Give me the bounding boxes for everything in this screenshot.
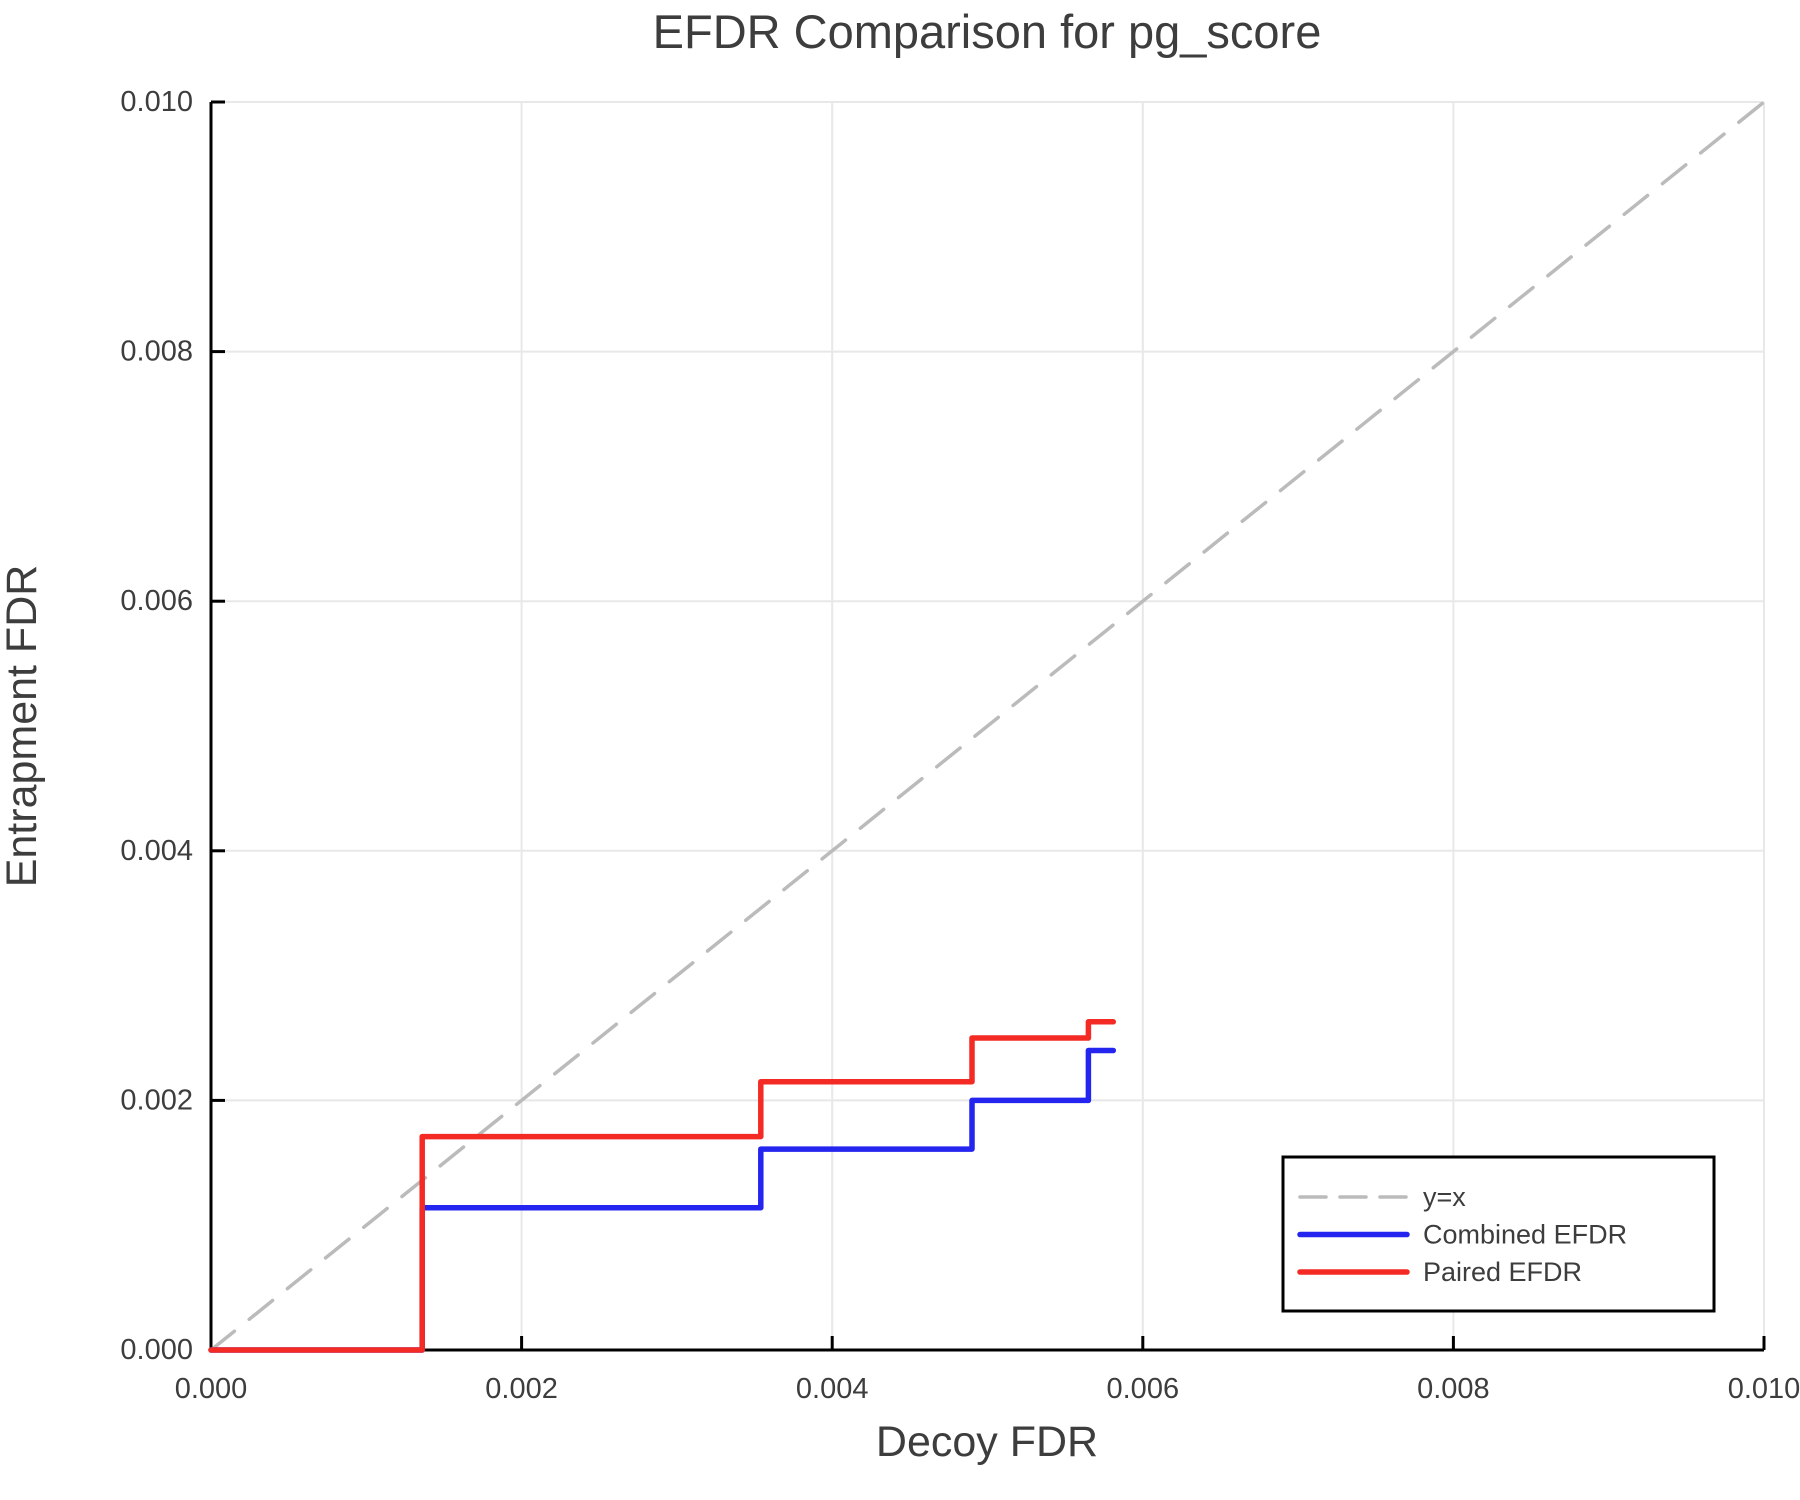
series-line-y-x [209,100,1766,1352]
y-tick-label: 0.008 [120,336,193,368]
legend-label-paired-efdr: Paired EFDR [1423,1257,1582,1287]
chart-title: EFDR Comparison for pg_score [653,5,1322,58]
x-tick-label: 0.010 [1728,1373,1800,1405]
legend-label-y-x: y=x [1423,1182,1466,1212]
y-tick-label: 0.004 [120,835,193,867]
axis-tick-labels: 0.000 0.002 0.004 0.006 0.008 0.010 0.000 0.002… [120,86,1800,1405]
series-line-combined-efdr [208,1047,1117,1353]
y-tick-label: 0.002 [120,1084,193,1116]
x-tick-label: 0.006 [1107,1373,1180,1405]
axes-spines [209,102,1764,1352]
x-tick-label: 0.002 [485,1373,558,1405]
y-tick-label: 0.000 [120,1334,193,1366]
x-tick-label: 0.004 [796,1373,869,1405]
y-axis-label: Entrapment FDR [0,565,46,888]
y-tick-label: 0.010 [120,86,193,118]
series-lines [208,100,1766,1353]
x-axis-label: Decoy FDR [876,1418,1098,1466]
series-line-paired-efdr [208,1019,1117,1353]
legend: y=x Combined EFDR Paired EFDR [1281,1155,1716,1313]
x-tick-label: 0.000 [175,1373,248,1405]
legend-label-combined-efdr: Combined EFDR [1423,1220,1627,1250]
x-tick-label: 0.008 [1417,1373,1490,1405]
y-tick-label: 0.006 [120,585,193,617]
